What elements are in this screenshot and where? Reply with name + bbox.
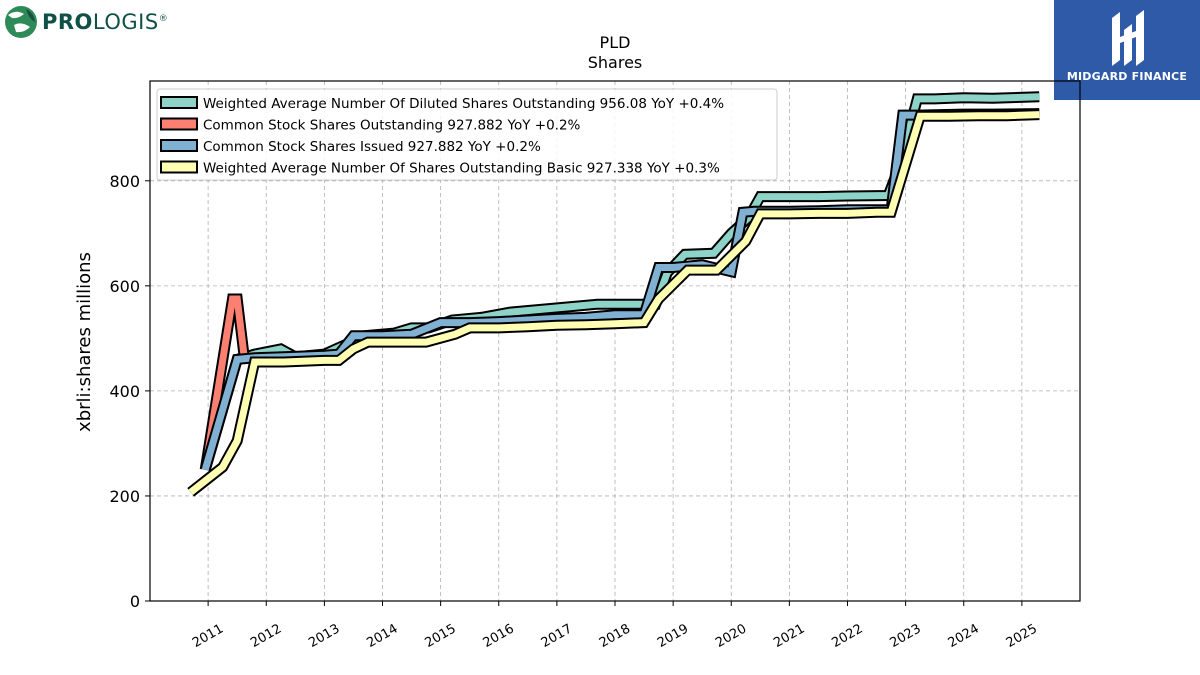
brand-logo: MIDGARD FINANCE: [1054, 0, 1200, 100]
legend-swatch: [160, 117, 198, 131]
tick-label-x: 2024: [946, 621, 982, 651]
legend-swatch: [160, 139, 198, 152]
tick-label-x: 2015: [422, 621, 458, 651]
tick-label-y: 400: [109, 382, 140, 401]
brand-name: MIDGARD FINANCE: [1066, 70, 1188, 83]
legend-box: [156, 88, 778, 181]
chart-title: PLD: [600, 33, 631, 52]
tick-label-x: 2023: [887, 621, 923, 651]
tick-label-x: 2012: [248, 621, 284, 651]
brand-mark-icon: [1112, 10, 1144, 66]
tick-label-x: 2018: [597, 621, 633, 651]
tick-label-y: 0: [130, 592, 140, 611]
tick-label-x: 2013: [306, 621, 342, 651]
series-layer: [187, 91, 1040, 497]
tick-label-y: 800: [109, 172, 140, 191]
legend-swatch: [160, 96, 198, 109]
tick-label-x: 2019: [655, 621, 691, 651]
tick-label-x: 2011: [190, 621, 226, 651]
tick-label-x: 2016: [481, 621, 517, 651]
company-logo: PROLOGIS®: [4, 4, 168, 40]
series-line-common-stock-shares-outstanding: [201, 295, 248, 471]
legend-label: Weighted Average Number Of Diluted Share…: [203, 96, 724, 112]
tick-label-x: 2014: [364, 621, 400, 651]
globe-icon: [5, 6, 37, 38]
tick-label-x: 2021: [771, 621, 807, 651]
tick-label-x: 2025: [1004, 621, 1040, 651]
tick-label-y: 600: [109, 277, 140, 296]
legend-label: Common Stock Shares Issued 927.882 YoY +…: [203, 139, 541, 155]
legend: Weighted Average Number Of Diluted Share…: [156, 88, 778, 181]
tick-label-x: 2022: [829, 621, 865, 651]
tick-label-x: 2020: [713, 621, 749, 651]
series-line-weighted-average-number-of-shares-outstanding-basic: [188, 111, 1040, 496]
series-line-common-stock-shares-issued: [201, 110, 1040, 471]
y-axis-label: xbrli:shares millions: [74, 252, 95, 432]
legend-swatch: [160, 160, 198, 174]
chart-subtitle: Shares: [588, 53, 643, 72]
tick-label-y: 200: [109, 487, 140, 506]
tick-label-x: 2017: [539, 621, 575, 651]
legend-label: Weighted Average Number Of Shares Outsta…: [203, 161, 720, 177]
company-logo-text: PROLOGIS®: [42, 10, 169, 34]
legend-label: Common Stock Shares Outstanding 927.882 …: [203, 118, 581, 134]
